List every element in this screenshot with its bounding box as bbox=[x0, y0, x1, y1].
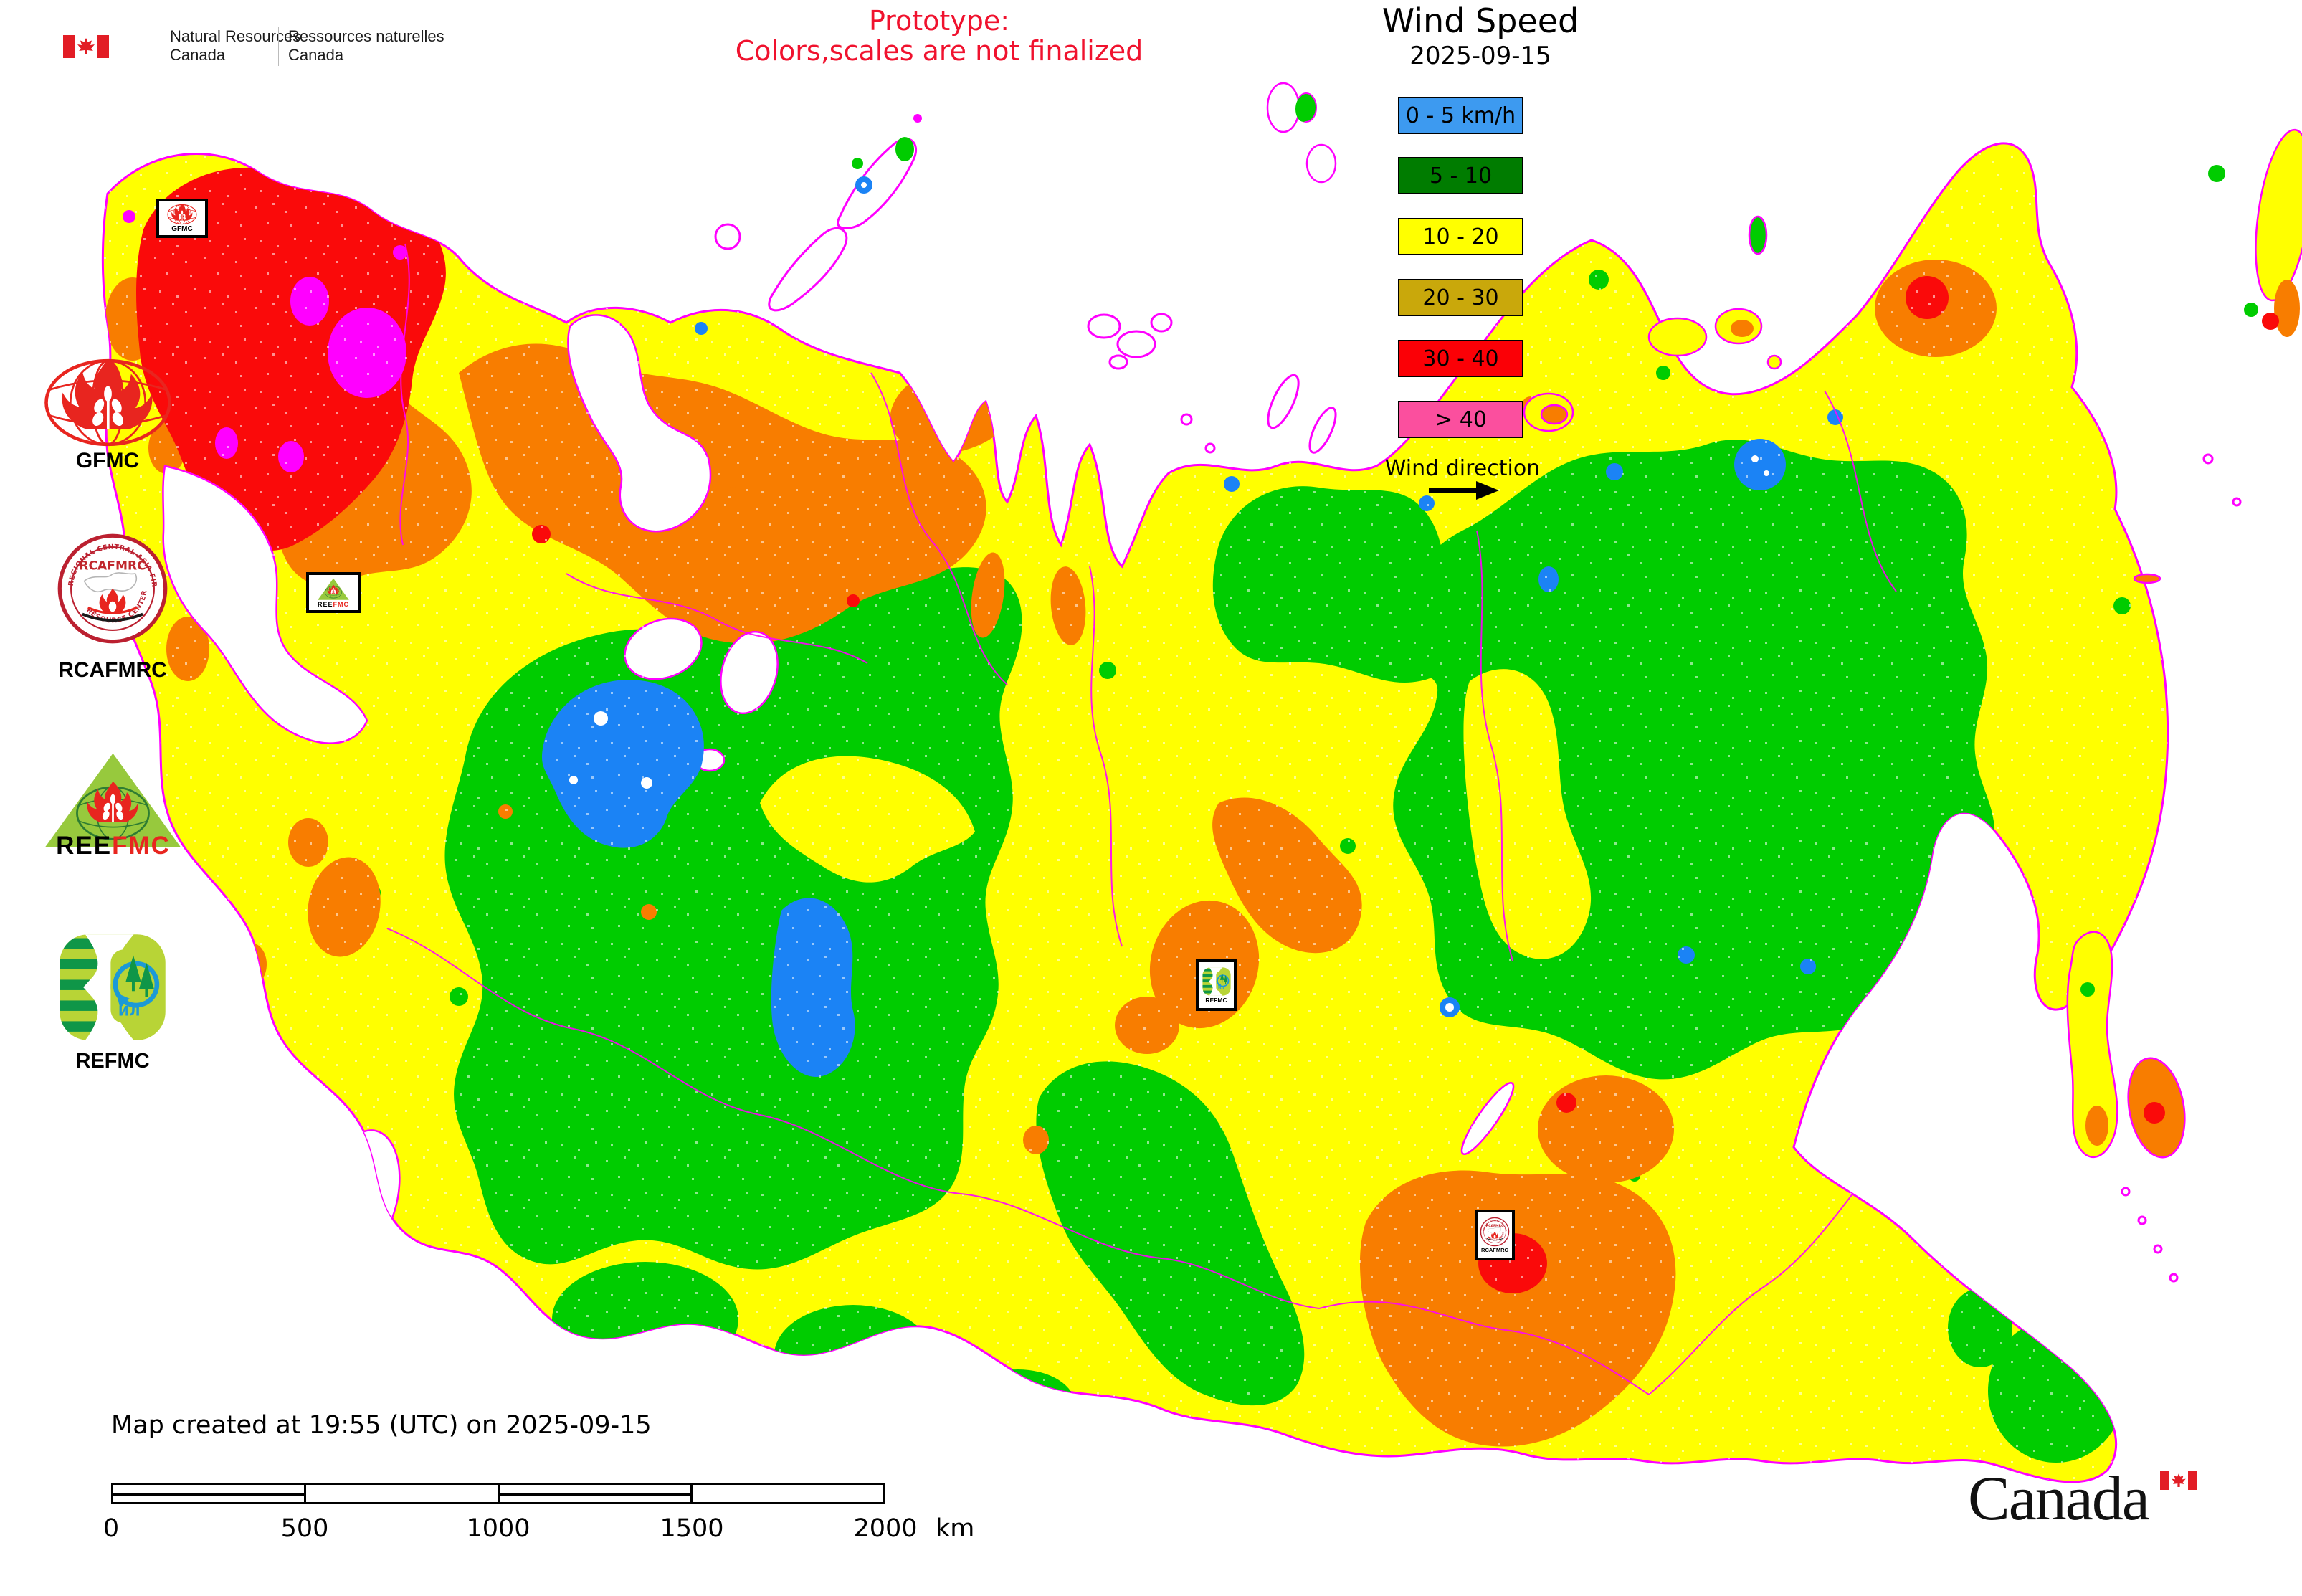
map-marker-reefmc: REEFMC bbox=[306, 572, 361, 613]
legend-swatch-10-20: 10 - 20 bbox=[1398, 218, 1523, 255]
rcafmrc-marker-icon bbox=[1480, 1217, 1510, 1247]
agency-en-line1: Natural Resources bbox=[170, 27, 301, 45]
reefmc-label: REEFMC bbox=[37, 832, 189, 860]
scale-tick-1500: 1500 bbox=[660, 1514, 724, 1543]
refmc-marker-label: REFMC bbox=[1205, 997, 1227, 1004]
gfmc-logo bbox=[42, 356, 174, 449]
scale-segment-4 bbox=[693, 1485, 883, 1502]
agency-divider bbox=[278, 27, 279, 66]
scale-segment-3 bbox=[499, 1485, 693, 1502]
canada-wordmark-text: Canada bbox=[1968, 1464, 2150, 1534]
map-marker-gfmc: GFMC bbox=[156, 199, 208, 238]
canada-wordmark: Canada bbox=[1968, 1463, 2149, 1535]
wind-direction-arrow-icon bbox=[1429, 481, 1499, 500]
legend-swatch-20-30: 20 - 30 bbox=[1398, 279, 1523, 316]
scale-segment-2 bbox=[306, 1485, 500, 1502]
scale-tick-500: 500 bbox=[280, 1514, 329, 1543]
map-created-timestamp: Map created at 19:55 (UTC) on 2025-09-15 bbox=[111, 1411, 652, 1440]
scale-bar bbox=[111, 1483, 885, 1504]
reefmc-marker-label: REEFMC bbox=[317, 600, 349, 608]
legend-swatch-over-40: > 40 bbox=[1398, 401, 1523, 438]
rcafmrc-logo bbox=[56, 532, 169, 645]
map-admin-borders bbox=[386, 243, 1897, 1395]
scale-tick-1000: 1000 bbox=[466, 1514, 531, 1543]
legend-date: 2025-09-15 bbox=[1409, 42, 1551, 70]
rcafmrc-label: RCAFMRC bbox=[58, 658, 167, 682]
legend-label-0-5: 0 - 5 km/h bbox=[1405, 103, 1516, 128]
refmc-logo bbox=[56, 931, 169, 1044]
refmc-marker-icon bbox=[1202, 966, 1232, 997]
canada-flag-icon bbox=[63, 30, 109, 63]
legend-label-30-40: 30 - 40 bbox=[1422, 346, 1499, 371]
canada-wordmark-flag-icon bbox=[2160, 1471, 2197, 1490]
prototype-line1: Prototype: bbox=[868, 5, 1010, 37]
legend-swatch-0-5: 0 - 5 km/h bbox=[1398, 97, 1523, 134]
reefmc-marker-icon bbox=[313, 578, 354, 601]
gfmc-marker-label: GFMC bbox=[171, 225, 193, 233]
wind-direction-label: Wind direction bbox=[1384, 456, 1541, 481]
agency-fr-line1: Ressources naturelles bbox=[288, 27, 444, 45]
legend-label-20-30: 20 - 30 bbox=[1422, 285, 1499, 310]
map-marker-rcafmrc: RCAFMRC bbox=[1475, 1210, 1515, 1260]
prototype-warning: Prototype: Colors,scales are not finaliz… bbox=[631, 6, 1247, 66]
legend-title: Wind Speed bbox=[1381, 1, 1579, 40]
reefmc-label-black: REE bbox=[56, 832, 113, 860]
prototype-line2: Colors,scales are not finalized bbox=[735, 35, 1143, 67]
legend-label-5-10: 5 - 10 bbox=[1429, 163, 1493, 189]
legend-swatch-5-10: 5 - 10 bbox=[1398, 157, 1523, 194]
refmc-label: REFMC bbox=[75, 1050, 150, 1073]
scale-unit: km bbox=[936, 1514, 975, 1543]
scale-segment-1 bbox=[113, 1485, 307, 1502]
reefmc-marker-label-red: FMC bbox=[333, 600, 349, 608]
legend-swatch-30-40: 30 - 40 bbox=[1398, 340, 1523, 377]
agency-en-line2: Canada bbox=[170, 46, 226, 64]
reefmc-marker-label-black: REE bbox=[317, 600, 333, 608]
scale-tick-0: 0 bbox=[103, 1514, 120, 1543]
scale-tick-2000: 2000 bbox=[853, 1514, 918, 1543]
rcafmrc-marker-label: RCAFMRC bbox=[1481, 1247, 1508, 1254]
gfmc-marker-icon bbox=[163, 204, 201, 225]
agency-fr-line2: Canada bbox=[288, 46, 344, 64]
agency-name-french: Ressources naturelles Canada bbox=[288, 27, 444, 65]
map-islands bbox=[714, 82, 2302, 1283]
map-marker-refmc: REFMC bbox=[1196, 959, 1237, 1011]
legend-label-over-40: > 40 bbox=[1435, 407, 1487, 432]
agency-name-english: Natural Resources Canada bbox=[170, 27, 300, 65]
gfmc-label: GFMC bbox=[75, 449, 140, 472]
legend-label-10-20: 10 - 20 bbox=[1422, 224, 1499, 250]
reefmc-label-red: FMC bbox=[112, 832, 171, 860]
